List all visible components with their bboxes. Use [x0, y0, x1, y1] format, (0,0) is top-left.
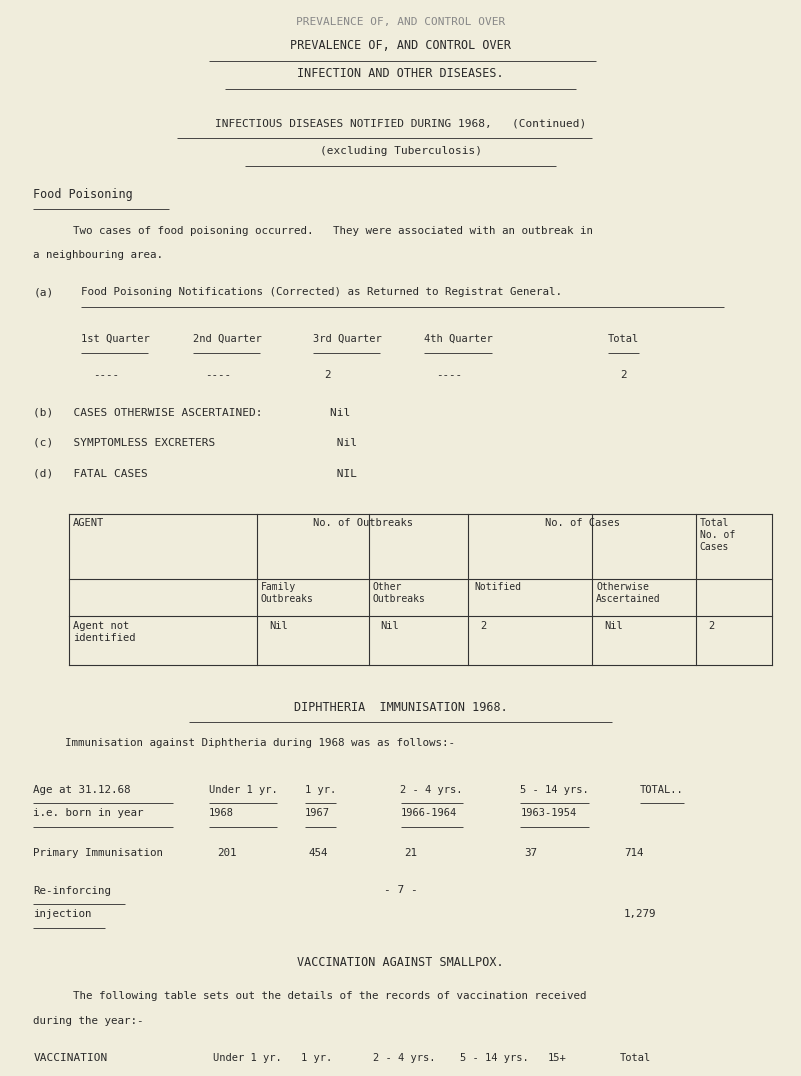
Text: 2: 2	[708, 621, 714, 632]
Text: 4th Quarter: 4th Quarter	[425, 335, 493, 344]
Text: Under 1 yr.: Under 1 yr.	[213, 1053, 282, 1063]
Text: PREVALENCE OF, AND CONTROL OVER: PREVALENCE OF, AND CONTROL OVER	[290, 39, 511, 52]
Text: (excluding Tuberculosis): (excluding Tuberculosis)	[320, 146, 481, 156]
Text: 714: 714	[624, 848, 643, 859]
Text: Age at 31.12.68: Age at 31.12.68	[34, 784, 131, 795]
Text: Nil: Nil	[269, 621, 288, 632]
Text: Two cases of food poisoning occurred.   They were associated with an outbreak in: Two cases of food poisoning occurred. Th…	[73, 226, 594, 236]
Text: (d)   FATAL CASES                            NIL: (d) FATAL CASES NIL	[34, 469, 357, 479]
Text: Under 1 yr.: Under 1 yr.	[209, 784, 278, 795]
Text: TOTAL..: TOTAL..	[640, 784, 684, 795]
Text: 1968: 1968	[209, 808, 234, 818]
Text: INFECTION AND OTHER DISEASES.: INFECTION AND OTHER DISEASES.	[297, 67, 504, 80]
Text: Total
No. of
Cases: Total No. of Cases	[700, 519, 735, 552]
Text: 1,279: 1,279	[624, 909, 657, 919]
Text: VACCINATION AGAINST SMALLPOX.: VACCINATION AGAINST SMALLPOX.	[297, 955, 504, 968]
Text: during the year:-: during the year:-	[34, 1016, 144, 1025]
Text: (a): (a)	[34, 287, 54, 297]
Text: 2: 2	[324, 370, 331, 380]
Text: PREVALENCE OF, AND CONTROL OVER: PREVALENCE OF, AND CONTROL OVER	[296, 17, 505, 27]
Text: injection: injection	[34, 909, 92, 919]
Text: Primary Immunisation: Primary Immunisation	[34, 848, 163, 859]
Text: Family
Outbreaks: Family Outbreaks	[261, 582, 314, 604]
Text: INFECTIOUS DISEASES NOTIFIED DURING 1968,   (Continued): INFECTIOUS DISEASES NOTIFIED DURING 1968…	[215, 118, 586, 128]
Text: No. of Cases: No. of Cases	[545, 519, 620, 528]
Text: 3rd Quarter: 3rd Quarter	[312, 335, 381, 344]
Text: Notified: Notified	[475, 582, 521, 592]
Text: Re-inforcing: Re-inforcing	[34, 886, 111, 895]
Text: AGENT: AGENT	[73, 519, 104, 528]
Text: 1966-1964: 1966-1964	[400, 808, 457, 818]
Text: Other
Outbreaks: Other Outbreaks	[372, 582, 425, 604]
Text: Immunisation against Diphtheria during 1968 was as follows:-: Immunisation against Diphtheria during 1…	[65, 738, 455, 748]
Text: The following table sets out the details of the records of vaccination received: The following table sets out the details…	[73, 991, 586, 1002]
Text: ----: ----	[437, 370, 462, 380]
Text: 1967: 1967	[304, 808, 330, 818]
Text: Food Poisoning: Food Poisoning	[34, 188, 133, 201]
Text: Food Poisoning Notifications (Corrected) as Returned to Registrat General.: Food Poisoning Notifications (Corrected)…	[81, 287, 562, 297]
Text: 201: 201	[217, 848, 236, 859]
Text: 2nd Quarter: 2nd Quarter	[193, 335, 262, 344]
Text: 37: 37	[524, 848, 537, 859]
Text: Otherwise
Ascertained: Otherwise Ascertained	[596, 582, 661, 604]
Text: i.e. born in year: i.e. born in year	[34, 808, 144, 818]
Text: 454: 454	[308, 848, 328, 859]
Text: 1st Quarter: 1st Quarter	[81, 335, 150, 344]
Text: Total: Total	[608, 335, 639, 344]
Text: ----: ----	[205, 370, 231, 380]
Text: (c)   SYMPTOMLESS EXCRETERS                  Nil: (c) SYMPTOMLESS EXCRETERS Nil	[34, 438, 357, 448]
Text: DIPHTHERIA  IMMUNISATION 1968.: DIPHTHERIA IMMUNISATION 1968.	[294, 700, 507, 713]
Text: Nil: Nil	[604, 621, 623, 632]
Text: 5 - 14 yrs.: 5 - 14 yrs.	[520, 784, 589, 795]
Text: 2: 2	[620, 370, 626, 380]
Text: 15+: 15+	[548, 1053, 567, 1063]
Text: 1 yr.: 1 yr.	[300, 1053, 332, 1063]
Text: VACCINATION: VACCINATION	[34, 1053, 107, 1063]
Text: 1963-1954: 1963-1954	[520, 808, 577, 818]
Text: - 7 -: - 7 -	[384, 884, 417, 895]
Text: No. of Outbreaks: No. of Outbreaks	[312, 519, 413, 528]
Text: Agent not
identified: Agent not identified	[73, 621, 135, 642]
Text: (b)   CASES OTHERWISE ASCERTAINED:          Nil: (b) CASES OTHERWISE ASCERTAINED: Nil	[34, 407, 351, 417]
Text: 21: 21	[405, 848, 417, 859]
Text: a neighbouring area.: a neighbouring area.	[34, 250, 163, 260]
Text: 2 - 4 yrs.: 2 - 4 yrs.	[400, 784, 463, 795]
Text: 5 - 14 yrs.: 5 - 14 yrs.	[461, 1053, 529, 1063]
Text: ----: ----	[93, 370, 119, 380]
Text: 2: 2	[481, 621, 486, 632]
Text: Total: Total	[620, 1053, 651, 1063]
Text: 1 yr.: 1 yr.	[304, 784, 336, 795]
Text: 2 - 4 yrs.: 2 - 4 yrs.	[372, 1053, 435, 1063]
Text: Nil: Nil	[380, 621, 399, 632]
